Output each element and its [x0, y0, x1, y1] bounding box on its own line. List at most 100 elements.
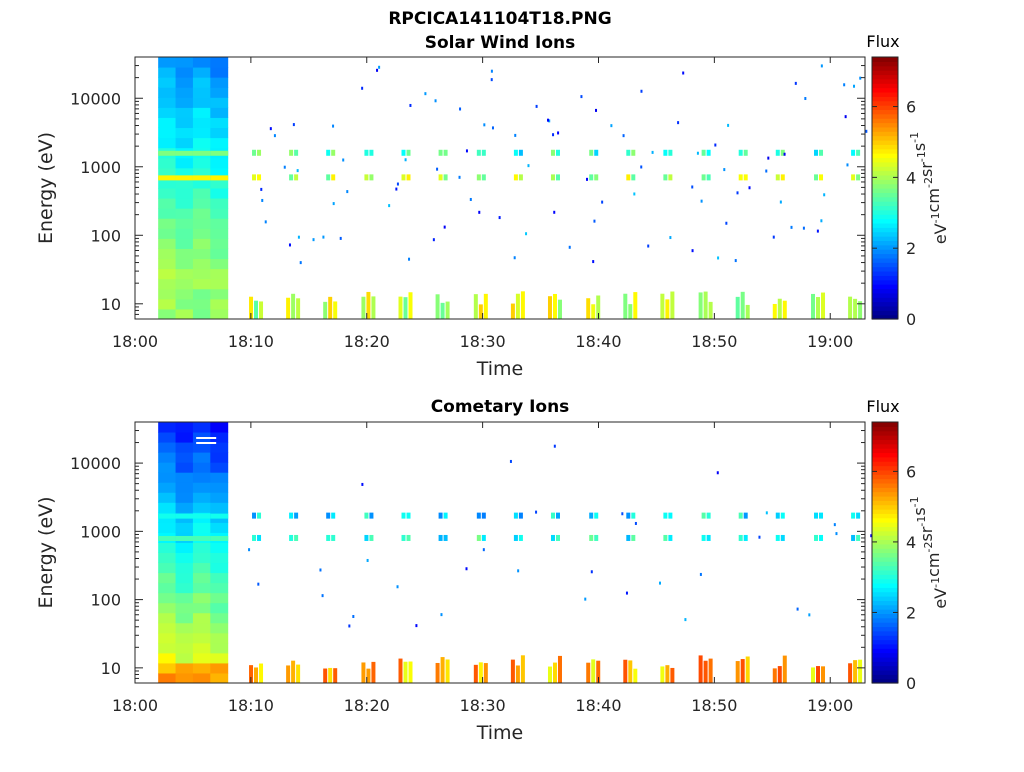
spectrogram-cell — [478, 662, 483, 683]
spectrogram-cell — [706, 174, 711, 181]
colorbar-segment — [872, 183, 898, 189]
spectrogram-cell — [717, 256, 720, 260]
spectrogram-cell — [819, 512, 824, 519]
spectrogram-cell — [745, 656, 750, 683]
spectrogram-cell — [481, 174, 486, 181]
spectrogram-cell — [483, 293, 488, 319]
spectrogram-cell — [192, 492, 211, 503]
colorbar-segment — [872, 209, 898, 215]
colorbar-segment — [872, 665, 898, 671]
spectrogram-cell — [210, 492, 229, 503]
spectrogram-cell — [856, 534, 861, 541]
spectrogram-cell — [175, 288, 194, 300]
spectrogram-cell — [780, 534, 785, 541]
spectrogram-cell — [175, 218, 194, 229]
spectrogram-cell — [257, 582, 260, 586]
spectrogram-cell — [438, 534, 443, 541]
spectrogram-cell — [665, 299, 670, 319]
spectrogram-cell — [192, 502, 211, 513]
x-tick-label: 18:40 — [575, 696, 621, 715]
colorbar-segment — [872, 661, 898, 667]
spectrogram-cell — [481, 534, 486, 541]
spectrogram-cell — [294, 174, 299, 181]
colorbar-segment — [872, 648, 898, 654]
spectrogram-cell — [210, 472, 229, 483]
spectrogram-cell — [513, 149, 518, 156]
spectrogram-cell — [843, 83, 846, 87]
spectrogram-cell — [158, 592, 177, 604]
spectrogram-cell — [723, 168, 726, 172]
x-tick-label: 18:00 — [112, 332, 158, 351]
spectrogram-cell — [708, 658, 713, 683]
spectrogram-cell — [816, 229, 819, 233]
spectrogram-cell — [725, 221, 728, 225]
spectrogram-cell — [192, 442, 211, 453]
x-tick-label: 19:00 — [807, 696, 853, 715]
spectrogram-cell — [740, 659, 745, 683]
spectrogram-cell — [408, 661, 413, 683]
spectrogram-cell — [669, 236, 672, 240]
spectrogram-cell — [192, 422, 211, 433]
colorbar-segment — [872, 435, 898, 440]
spectrogram-cell — [175, 582, 194, 594]
spectrogram-cell — [775, 149, 780, 156]
colorbar-segment — [872, 157, 898, 163]
spectrogram-cell — [158, 228, 177, 239]
spectrogram-cell — [589, 534, 594, 541]
spectrogram-cell — [765, 169, 768, 173]
spectrogram-cell — [333, 668, 338, 683]
spectrogram-cell — [820, 219, 823, 223]
spectrogram-cell — [158, 218, 177, 229]
spectrogram-cell — [743, 512, 748, 519]
spectrogram-cell — [490, 78, 493, 82]
spectrogram-cell — [772, 303, 777, 319]
colorbar-segment — [872, 314, 898, 320]
colorbar-segment — [872, 561, 898, 567]
spectrogram-cell — [192, 622, 211, 634]
colorbar-segment — [872, 214, 898, 220]
y-axis-label: Energy (eV) — [35, 496, 57, 608]
colorbar-segment — [872, 509, 898, 514]
spectrogram-cell — [175, 298, 194, 310]
spectrogram-cell — [319, 568, 322, 572]
spectrogram-cell — [670, 291, 675, 319]
colorbar-segment — [872, 126, 898, 132]
spectrogram-cell — [289, 512, 294, 519]
colorbar-segment — [872, 582, 898, 588]
spectrogram-cell — [158, 167, 177, 179]
spectrogram-cell — [175, 622, 194, 634]
spectrogram-cell — [589, 512, 594, 519]
spectrogram-cell — [651, 150, 654, 154]
spectrogram-cell — [192, 542, 211, 553]
colorbar: 0 2 4 6 — [871, 56, 916, 329]
spectrogram-cell — [440, 613, 443, 617]
spectrogram-cell — [777, 666, 782, 683]
spectrogram-cell — [175, 87, 194, 98]
spectrogram-cell — [594, 149, 599, 156]
spectrogram-cell — [691, 185, 694, 189]
spectrogram-cell — [401, 174, 406, 181]
spectrogram-cell — [210, 452, 229, 463]
spectrogram-cell — [775, 512, 780, 519]
colorbar-segment — [872, 522, 898, 527]
spectrogram-cell — [438, 174, 443, 181]
spectrogram-cell — [518, 534, 523, 541]
figure-title: RPCICA141104T18.PNG — [388, 9, 611, 29]
spectrogram-cell — [364, 174, 369, 181]
spectrogram-cell — [586, 298, 591, 319]
spectrogram-cell — [626, 149, 631, 156]
spectrogram-cell — [192, 228, 211, 239]
spectrogram-cell — [192, 572, 211, 584]
colorbar-segment — [872, 500, 898, 506]
spectrogram-cell — [257, 512, 262, 519]
spectrogram-cell — [175, 137, 194, 149]
spectrogram-cell — [158, 535, 177, 541]
spectrogram-cell — [158, 137, 177, 149]
spectrogram-cell — [210, 288, 229, 300]
spectrogram-cell — [735, 661, 740, 683]
spectrogram-cell — [814, 512, 819, 519]
colorbar-segment — [872, 478, 898, 484]
spectrogram-cell — [660, 293, 665, 319]
colorbar-frame — [871, 421, 899, 684]
spectrogram-cell — [158, 238, 177, 249]
